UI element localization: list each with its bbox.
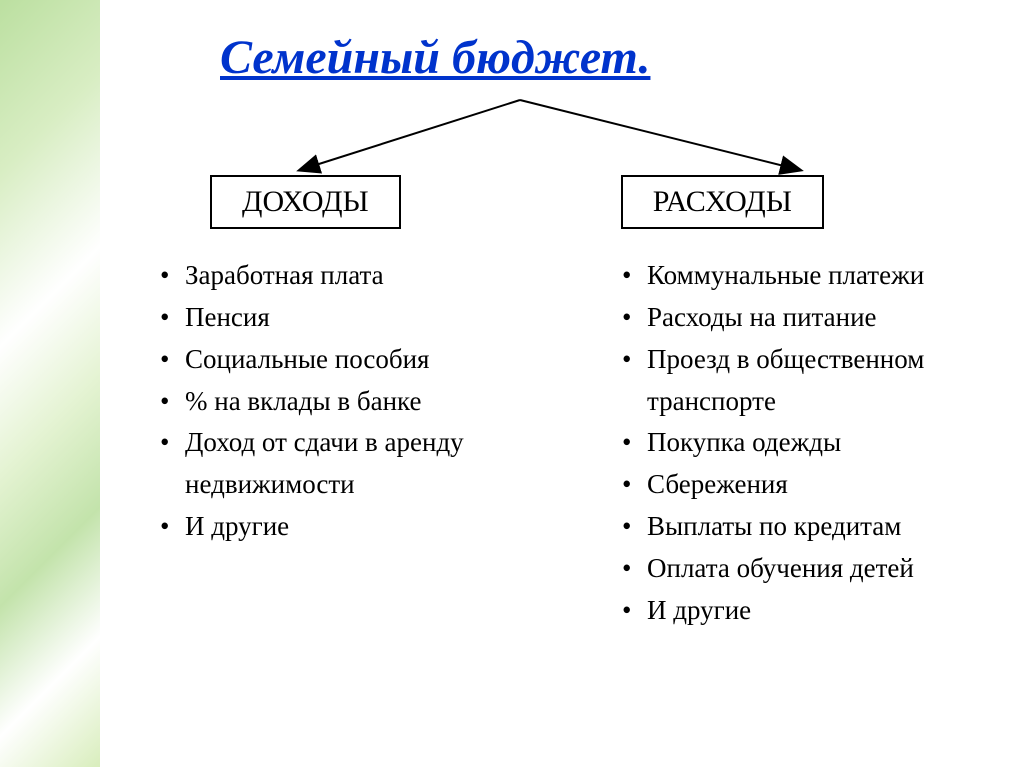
expenses-column: Коммунальные платежи Расходы на питание …	[602, 255, 1004, 632]
list-item: Коммунальные платежи	[622, 255, 1004, 297]
list-item: Сбережения	[622, 464, 1004, 506]
list-item: Заработная плата	[160, 255, 542, 297]
list-item: Пенсия	[160, 297, 542, 339]
left-decoration-panel	[0, 0, 100, 767]
list-item: Расходы на питание	[622, 297, 1004, 339]
income-box: ДОХОДЫ	[210, 175, 401, 229]
main-title: Семейный бюджет.	[220, 30, 1004, 85]
list-item: И другие	[622, 590, 1004, 632]
expenses-box: РАСХОДЫ	[621, 175, 824, 229]
arrow-right	[520, 100, 800, 170]
income-column: Заработная плата Пенсия Социальные пособ…	[140, 255, 542, 632]
list-item: Покупка одежды	[622, 422, 1004, 464]
list-item: И другие	[160, 506, 542, 548]
list-item: Проезд в общественном транспорте	[622, 339, 1004, 423]
list-item: Оплата обучения детей	[622, 548, 1004, 590]
columns-container: Заработная плата Пенсия Социальные пособ…	[140, 255, 1004, 632]
expenses-list: Коммунальные платежи Расходы на питание …	[602, 255, 1004, 632]
arrow-left	[300, 100, 520, 170]
list-item: Выплаты по кредитам	[622, 506, 1004, 548]
income-list: Заработная плата Пенсия Социальные пособ…	[140, 255, 542, 548]
list-item: Доход от сдачи в аренду недвижимости	[160, 422, 542, 506]
arrows-svg	[240, 95, 940, 185]
list-item: % на вклады в банке	[160, 381, 542, 423]
slide-content: Семейный бюджет. ДОХОДЫ РАСХОДЫ Заработн…	[100, 0, 1024, 767]
diagram-area: ДОХОДЫ РАСХОДЫ	[140, 95, 1004, 235]
list-item: Социальные пособия	[160, 339, 542, 381]
category-boxes: ДОХОДЫ РАСХОДЫ	[140, 175, 1004, 229]
